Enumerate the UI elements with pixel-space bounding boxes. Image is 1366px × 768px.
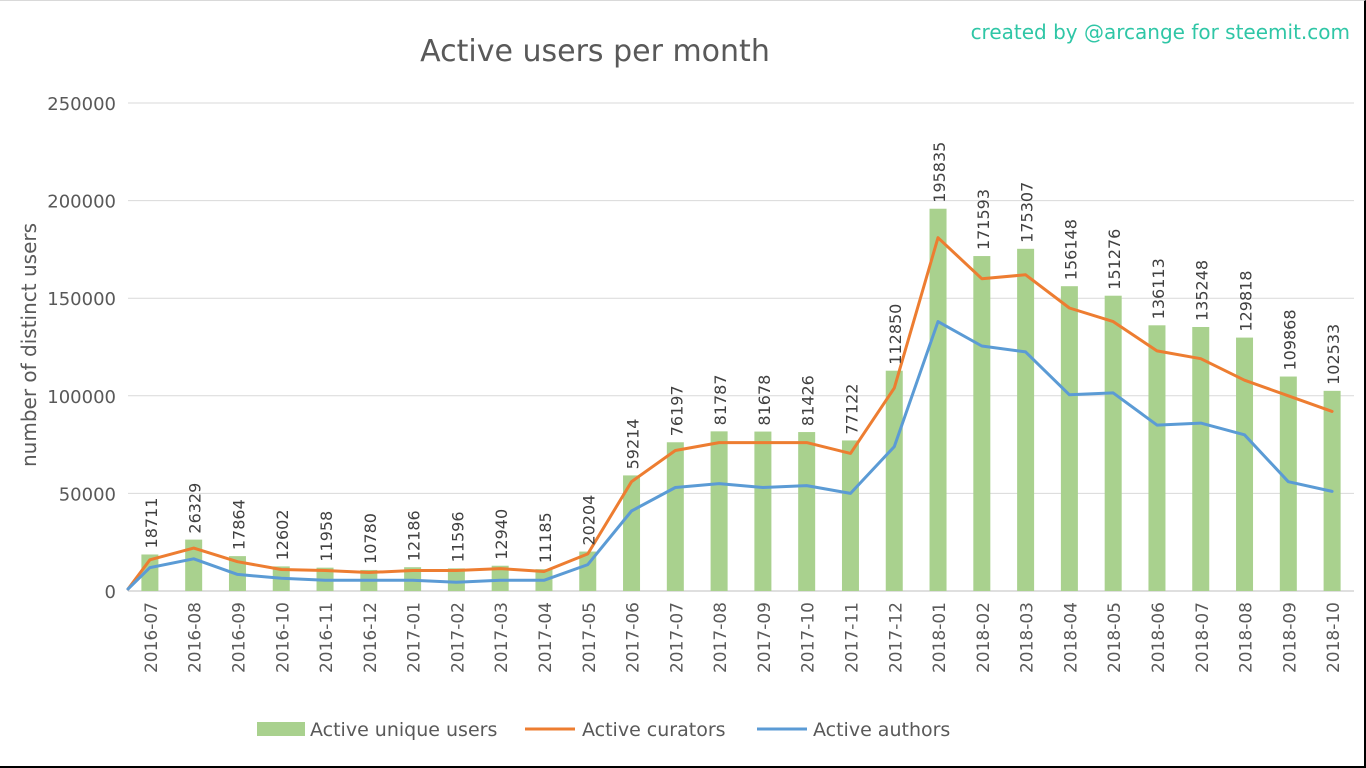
bar-data-label: 195835: [930, 142, 949, 203]
bar: [491, 565, 509, 591]
x-tick-label: 2017-07: [667, 602, 687, 673]
bar-data-label: 77122: [842, 384, 861, 435]
bar-data-label: 81787: [711, 374, 730, 425]
x-tick-label: 2018-06: [1149, 602, 1169, 673]
curators-line: [126, 236, 1334, 591]
bar: [1279, 376, 1297, 591]
bar: [929, 208, 947, 591]
x-tick-label: 2016-09: [229, 602, 249, 673]
bar: [1236, 337, 1254, 591]
bar-data-label: 20204: [580, 495, 599, 546]
x-tick-label: 2018-10: [1324, 602, 1344, 673]
bar-data-label: 76197: [667, 385, 686, 436]
bar: [185, 539, 203, 591]
bar-data-label: 112850: [886, 304, 905, 365]
x-tick-label: 2018-01: [930, 602, 950, 673]
bar-data-label: 11596: [448, 511, 467, 562]
x-tick-label: 2016-08: [186, 602, 206, 673]
bar-data-label: 136113: [1149, 258, 1168, 319]
bar: [666, 442, 684, 591]
bar-data-label: 151276: [1105, 229, 1124, 290]
bar-data-label: 81426: [799, 375, 818, 426]
y-axis-label: number of distinct users: [17, 223, 41, 467]
bar-data-label: 12602: [273, 509, 292, 560]
y-tick-label: 250000: [47, 94, 116, 115]
bar-data-label: 102533: [1324, 324, 1343, 385]
bar: [973, 256, 991, 591]
y-tick-label: 200000: [47, 192, 116, 213]
bar-data-label: 156148: [1061, 219, 1080, 280]
bar-data-label: 11185: [536, 512, 555, 563]
x-tick-label: 2016-12: [361, 602, 381, 673]
bar: [885, 370, 903, 591]
x-tick-label: 2017-04: [536, 602, 556, 673]
bar-data-label: 11958: [317, 511, 336, 562]
credit-text: created by @arcange for steemit.com: [970, 20, 1350, 44]
bar: [754, 431, 772, 591]
legend: Active unique users Active curators Active…: [257, 719, 950, 741]
x-tick-label: 2018-07: [1193, 602, 1213, 673]
bar: [841, 440, 859, 591]
bar: [798, 432, 816, 591]
authors-line: [126, 320, 1334, 591]
bar: [447, 568, 465, 591]
x-tick-label: 2016-11: [317, 602, 337, 673]
bar-data-label: 109868: [1280, 309, 1299, 370]
bar-data-label: 10780: [361, 513, 380, 564]
bar: [1192, 326, 1210, 591]
legend-label: Active unique users: [310, 719, 497, 741]
bar-data-label: 12940: [492, 509, 511, 560]
bar: [1060, 286, 1078, 591]
bar-data-label: 12186: [405, 510, 424, 561]
bar-data-label: 81678: [755, 375, 774, 426]
x-axis-ticks: 2016-07 2016-08 2016-09 2016-10 2016-11 2016-…: [142, 602, 1344, 673]
bar-data-label: 26329: [186, 483, 205, 534]
x-tick-label: 2018-09: [1280, 602, 1300, 673]
bar: [623, 475, 641, 591]
gridlines: [128, 102, 1354, 592]
x-tick-label: 2017-08: [711, 602, 731, 673]
x-tick-label: 2018-04: [1061, 602, 1081, 673]
bar-data-label: 135248: [1193, 260, 1212, 321]
y-tick-label: 50000: [59, 484, 116, 505]
bar-data-label: 175307: [1018, 182, 1037, 243]
bar-data-label: 59214: [624, 419, 643, 470]
x-tick-label: 2016-07: [142, 602, 162, 673]
x-tick-label: 2017-12: [886, 602, 906, 673]
legend-swatch-unique-users: [257, 722, 305, 736]
x-tick-label: 2018-05: [1105, 602, 1125, 673]
bar-data-label: 17864: [229, 499, 248, 550]
line-series: [126, 236, 1334, 591]
bar: [1017, 248, 1035, 592]
y-axis-ticks: 0 50000 100000 150000 200000 250000: [47, 94, 116, 603]
legend-label: Active curators: [582, 719, 726, 741]
x-tick-label: 2018-03: [1018, 602, 1038, 673]
x-tick-label: 2017-06: [624, 602, 644, 673]
x-tick-label: 2017-01: [405, 602, 425, 673]
x-tick-label: 2017-11: [842, 602, 862, 673]
x-tick-label: 2017-09: [755, 602, 775, 673]
bar-data-label: 18711: [142, 498, 161, 549]
x-tick-label: 2017-03: [492, 602, 512, 673]
bar-data-label: 171593: [974, 189, 993, 250]
x-tick-label: 2018-02: [974, 602, 994, 673]
x-tick-label: 2017-02: [448, 602, 468, 673]
bar-data-label: 129818: [1237, 271, 1256, 332]
y-tick-label: 150000: [47, 289, 116, 310]
bar-data-labels: 18711 26329 17864 12602 11958 10780 12186 11596…: [142, 142, 1343, 564]
y-tick-label: 100000: [47, 387, 116, 408]
bar: [1104, 295, 1122, 591]
bar: [710, 431, 728, 591]
x-tick-label: 2017-05: [580, 602, 600, 673]
bar: [1148, 325, 1166, 591]
x-tick-label: 2017-10: [799, 602, 819, 673]
legend-label: Active authors: [813, 719, 950, 741]
x-tick-label: 2016-10: [273, 602, 293, 673]
chart-title: Active users per month: [420, 34, 770, 69]
y-tick-label: 0: [105, 582, 116, 603]
bar-series: [141, 208, 1341, 592]
x-tick-label: 2018-08: [1237, 602, 1257, 673]
